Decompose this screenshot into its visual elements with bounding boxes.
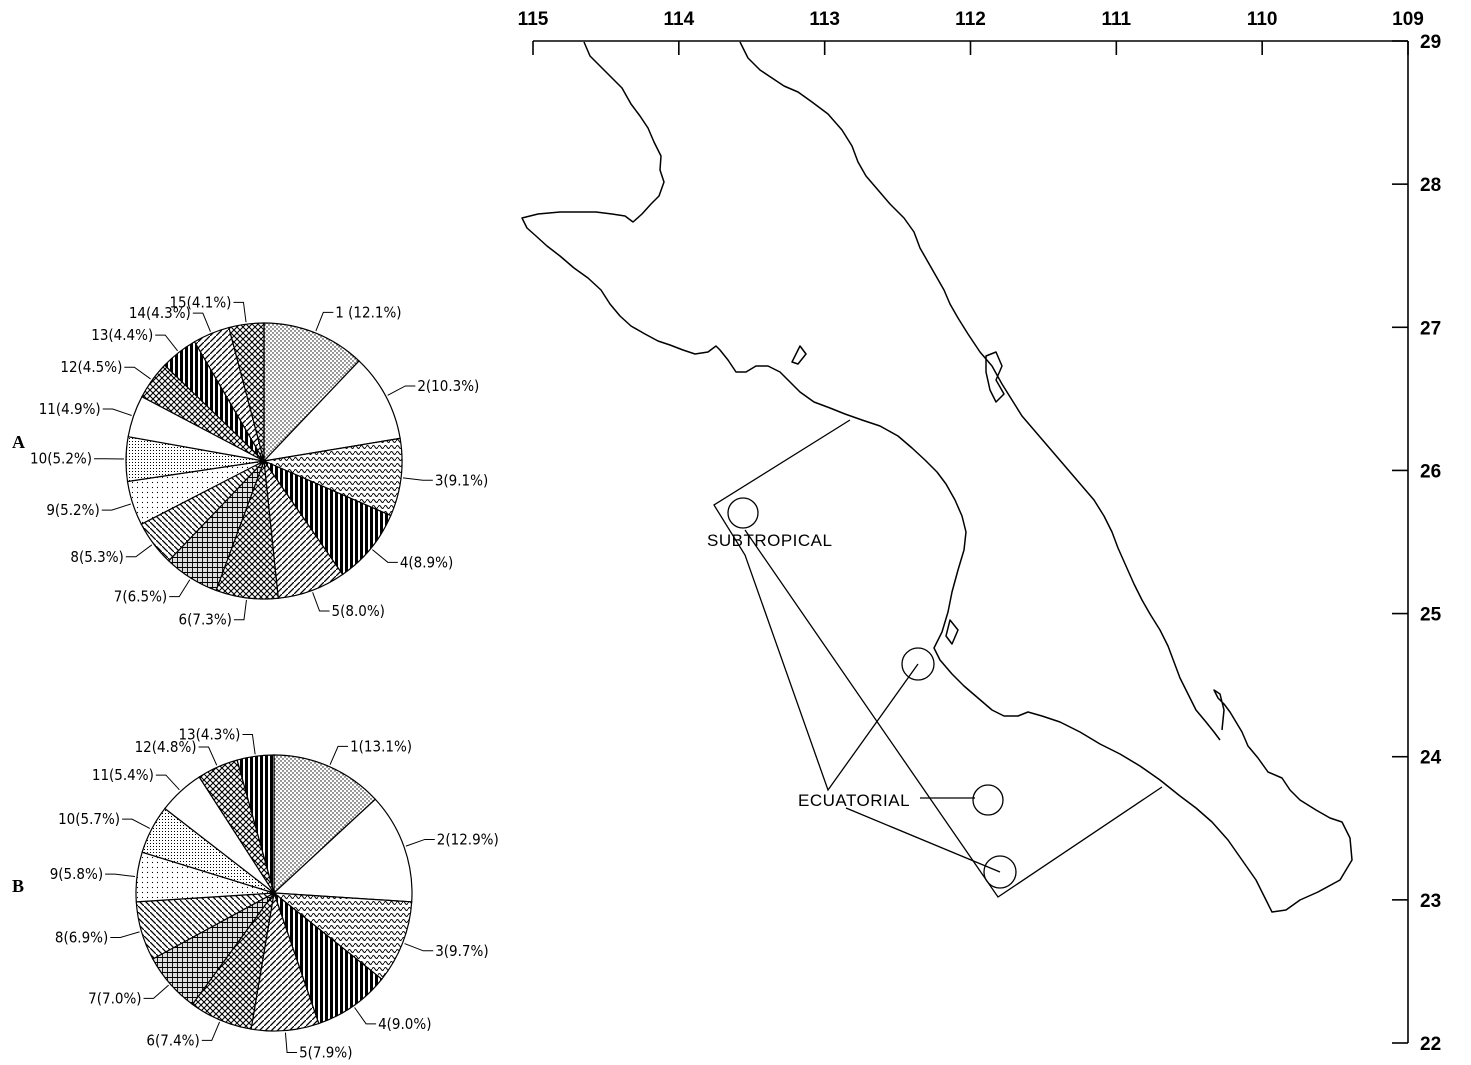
pie-leader-line — [110, 931, 140, 938]
zone-overlay — [713, 419, 1163, 898]
pie-slice-label: 2(10.3%) — [417, 377, 479, 395]
pie-slice-label: 3(9.7%) — [435, 942, 488, 960]
pie-slice-label: 13(4.3%) — [178, 725, 240, 743]
pie-slice-label: 8(6.9%) — [55, 928, 108, 946]
pie-slice-label: 7(7.0%) — [88, 989, 141, 1007]
pie-chart-b: 1(13.1%) 2(12.9%) 3(9.7%) 4(9.0%) 5(7.9%) 6(7… — [50, 725, 499, 1061]
pie-leader-line — [192, 312, 211, 332]
pie-leader-line — [284, 1032, 298, 1053]
pie-b-letter: B — [12, 876, 24, 896]
pie-leader-line — [102, 408, 132, 416]
station-marker-1 — [727, 497, 759, 529]
pie-leader-line — [198, 746, 218, 766]
lat-tick-label: 28 — [1420, 175, 1441, 196]
pie-slice-label: 1(13.1%) — [350, 737, 412, 755]
pie-slice-label: 10(5.7%) — [58, 810, 120, 828]
pie-leader-line — [372, 549, 398, 563]
pie-slice-label: 6(7.3%) — [179, 611, 232, 629]
lon-tick-label: 113 — [809, 9, 840, 30]
station-marker-3 — [972, 784, 1004, 816]
pie-slice-label: 6(7.4%) — [146, 1031, 199, 1049]
pie-slice-label: 1 (12.1%) — [335, 303, 401, 321]
pie-slice-label: 7(6.5%) — [114, 588, 167, 606]
station-marker-2 — [901, 647, 935, 681]
lat-tick-label: 25 — [1420, 605, 1442, 626]
pie-slice-label: 10(5.2%) — [30, 450, 92, 468]
pacific-coast — [521, 41, 1353, 913]
pie-leader-line — [233, 301, 247, 323]
lat-tick-label: 24 — [1420, 748, 1442, 769]
pie-leader-line — [404, 943, 434, 952]
pie-slice — [261, 437, 403, 517]
pie-slice-label: 2(12.9%) — [437, 830, 499, 848]
coastline-detail — [791, 345, 1005, 645]
lat-tick-label: 29 — [1420, 32, 1441, 53]
pie-slice — [262, 360, 401, 462]
pie-slice-label: 4(9.0%) — [378, 1015, 431, 1033]
pie-leader-line — [155, 774, 180, 791]
pie-slice — [228, 322, 265, 462]
pie-slice-label: 13(4.4%) — [91, 326, 153, 344]
map-axes: 115 114 113 112 111 110 109 29 28 27 26 25 24 23 22 — [518, 9, 1442, 1055]
lon-tick-label: 111 — [1102, 9, 1132, 30]
pie-slice — [272, 892, 413, 981]
pie-slice-label: 9(5.2%) — [46, 501, 99, 519]
pie-slice — [272, 798, 413, 903]
lat-tick-label: 23 — [1420, 891, 1441, 912]
pie-leader-line — [125, 544, 153, 558]
pie-leader-line — [242, 733, 256, 755]
pie-slice — [263, 322, 360, 463]
ecuatorial-label: ECUATORIAL — [798, 791, 910, 810]
gulf-coast — [739, 41, 1221, 741]
pie-slice-label: 12(4.8%) — [135, 738, 197, 756]
subtropical-zone-boundary — [713, 419, 919, 792]
pie-slice — [236, 754, 275, 894]
pie-leader-line — [354, 1007, 377, 1025]
coastline — [521, 41, 1353, 913]
lon-tick-label: 115 — [518, 9, 549, 30]
lon-tick-label: 112 — [955, 9, 986, 30]
lon-tick-label: 114 — [664, 9, 695, 30]
pie-leader-line — [143, 984, 169, 999]
ecuatorial-lower-line — [845, 807, 1001, 873]
pie-leader-line — [402, 477, 433, 481]
pie-slice-label: 5(7.9%) — [299, 1043, 352, 1061]
pie-leader-line — [387, 385, 416, 396]
station-marker-4 — [983, 855, 1017, 889]
pie-slice-label: 12(4.5%) — [60, 358, 122, 376]
lat-tick-label: 27 — [1420, 318, 1441, 339]
pie-slice-label: 11(5.4%) — [92, 766, 154, 784]
ecuatorial-zone-boundary — [744, 529, 1163, 898]
pie-leader-line — [155, 334, 178, 352]
pie-slice-label: 4(8.9%) — [400, 553, 453, 571]
pie-slice-label: 14(4.3%) — [129, 304, 191, 322]
subtropical-label: SUBTROPICAL — [707, 531, 832, 550]
pie-leader-line — [124, 366, 151, 380]
pie-leader-line — [201, 1021, 221, 1041]
pie-leader-line — [169, 579, 191, 598]
lat-tick-label: 22 — [1420, 1034, 1441, 1055]
pie-slice-label: 15(4.1%) — [169, 293, 231, 311]
pie-slice-label: 8(5.3%) — [70, 548, 123, 566]
pie-slice-label: 11(4.9%) — [39, 400, 101, 418]
pie-leader-line — [312, 592, 330, 612]
lon-tick-label: 110 — [1247, 9, 1278, 30]
pie-leader-line — [405, 838, 435, 847]
lon-tick-label: 109 — [1392, 9, 1424, 30]
pie-a-letter: A — [12, 432, 25, 452]
lat-tick-label: 26 — [1420, 461, 1441, 482]
pie-slice-label: 5(8.0%) — [332, 602, 385, 620]
pie-leader-line — [315, 311, 334, 332]
pie-slice-label: 3(9.1%) — [435, 471, 488, 489]
pie-leader-line — [233, 599, 247, 621]
pie-leader-line — [105, 873, 136, 878]
pie-leader-line — [101, 503, 131, 511]
pie-slice — [273, 754, 377, 895]
pie-chart-a: 1 (12.1%) 2(10.3%) 3(9.1%) 4(8.9%) 5(8.0%) 6(… — [30, 293, 488, 628]
pie-slice-label: 9(5.8%) — [50, 865, 103, 883]
pie-leader-line — [329, 745, 349, 765]
pie-leader-line — [122, 818, 151, 829]
